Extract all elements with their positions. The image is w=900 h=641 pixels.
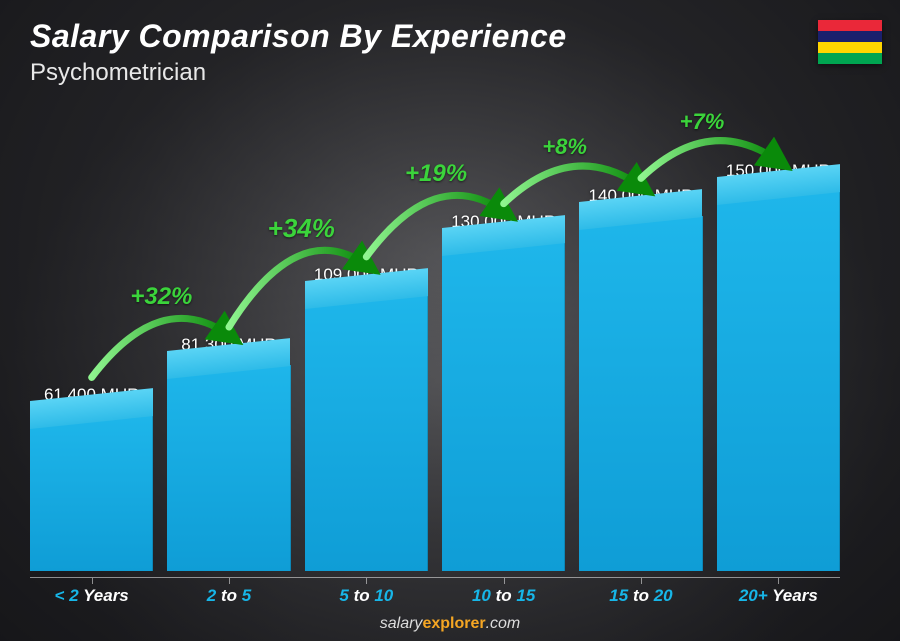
bar-front-face — [579, 216, 702, 571]
brand-prefix: salary — [380, 615, 423, 632]
flag-stripe — [818, 53, 882, 64]
footer-brand: salaryexplorer.com — [0, 615, 900, 633]
x-tick: 2 to 5 — [167, 578, 290, 603]
flag-icon — [818, 20, 882, 64]
page-subtitle: Psychometrician — [30, 59, 870, 87]
bar-front-face — [30, 415, 153, 571]
brand-domain: .com — [486, 615, 521, 632]
bar-front-face — [442, 242, 565, 571]
bar — [30, 415, 153, 571]
bar-slot: 109,000 MUR — [305, 265, 428, 571]
x-axis: < 2 Years 2 to 5 5 to 10 10 to 15 15 to 20 20… — [30, 577, 840, 603]
bar-slot: 150,000 MUR — [717, 161, 840, 571]
bar — [717, 191, 840, 571]
bar-chart: 61,400 MUR81,300 MUR109,000 MUR130,000 M… — [30, 120, 840, 571]
bar — [167, 365, 290, 571]
bar-slot: 81,300 MUR — [167, 335, 290, 571]
bar — [305, 295, 428, 571]
bar-front-face — [717, 191, 840, 571]
flag-stripe — [818, 42, 882, 53]
header: Salary Comparison By Experience Psychome… — [30, 18, 870, 87]
page-title: Salary Comparison By Experience — [30, 18, 870, 55]
flag-stripe — [818, 20, 882, 31]
flag-stripe — [818, 31, 882, 42]
x-tick: 10 to 15 — [442, 578, 565, 603]
bar-front-face — [305, 295, 428, 571]
bar-slot: 61,400 MUR — [30, 385, 153, 571]
bar-front-face — [167, 365, 290, 571]
bar-slot: 130,000 MUR — [442, 212, 565, 571]
x-tick: 15 to 20 — [579, 578, 702, 603]
brand-suffix: explorer — [422, 615, 485, 632]
bar-slot: 140,000 MUR — [579, 186, 702, 571]
bar — [579, 216, 702, 571]
x-tick: < 2 Years — [30, 578, 153, 603]
x-tick: 5 to 10 — [305, 578, 428, 603]
x-tick: 20+ Years — [717, 578, 840, 603]
bar — [442, 242, 565, 571]
